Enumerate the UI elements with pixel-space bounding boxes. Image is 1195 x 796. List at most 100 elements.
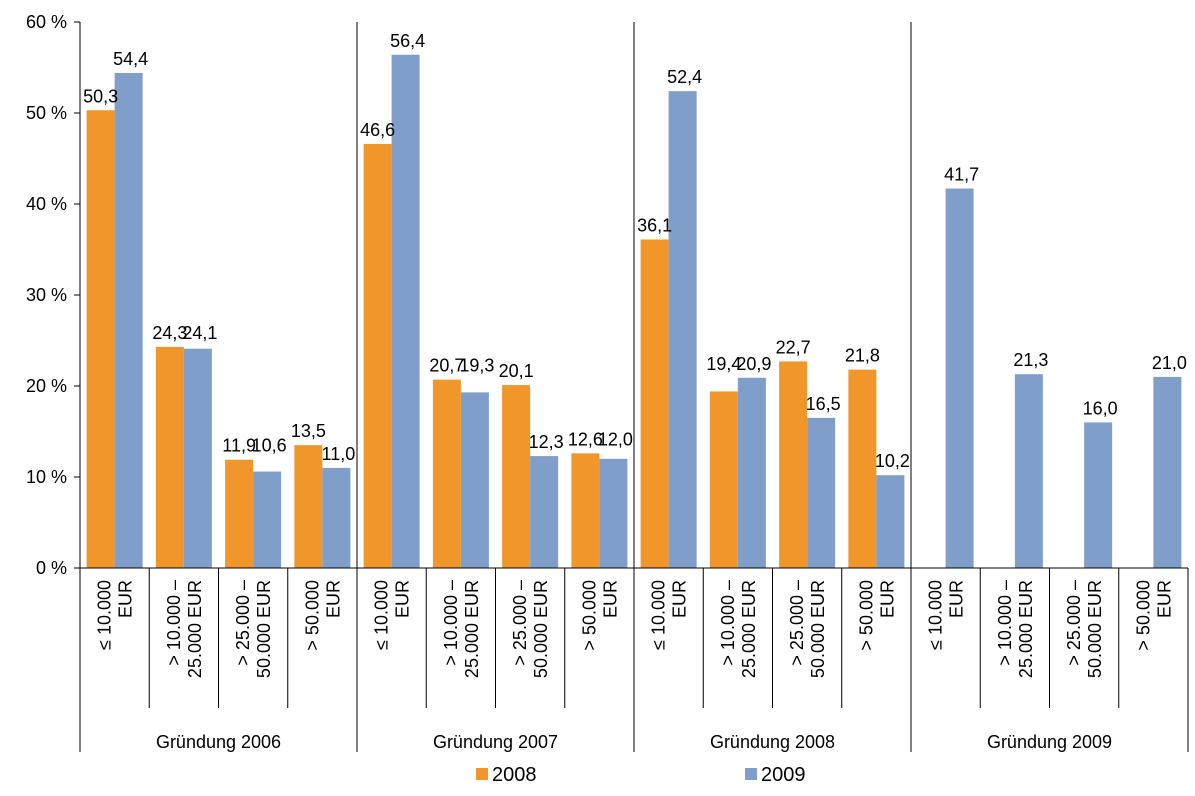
data-label-2008: 36,1 <box>637 215 672 235</box>
category-label-line: EUR <box>877 580 897 618</box>
bar-2009 <box>668 91 697 568</box>
category-label-line: 50.000 EUR <box>808 580 828 678</box>
category-label-line: 25.000 EUR <box>185 580 205 678</box>
category-label-line: > 50.000 <box>1133 580 1153 651</box>
category-label-line: EUR <box>670 580 690 618</box>
data-label-2009: 21,3 <box>1013 350 1048 370</box>
data-label-2009: 10,2 <box>875 451 910 471</box>
data-label-2008: 50,3 <box>83 86 118 106</box>
bar-2008 <box>571 453 600 568</box>
bar-2008 <box>294 445 323 568</box>
data-label-2009: 12,0 <box>598 429 633 449</box>
data-label-2009: 52,4 <box>667 67 702 87</box>
bar-2009 <box>1084 422 1113 568</box>
data-label-2009: 10,6 <box>252 436 287 456</box>
bars <box>86 54 1182 569</box>
data-label-2008: 20,7 <box>429 356 464 376</box>
category-label: ≤ 10.000EUR <box>649 580 690 650</box>
category-label-line: 50.000 EUR <box>1085 580 1105 678</box>
category-label-line: EUR <box>323 580 343 618</box>
category-label-line: ≤ 10.000 <box>926 580 946 650</box>
bar-2009 <box>183 348 212 568</box>
legend: 2008 2009 <box>476 764 806 786</box>
category-label-line: > 25.000 – <box>510 580 530 666</box>
category-label: > 10.000 –25.000 EUR <box>441 580 482 678</box>
bar-2008 <box>502 385 531 568</box>
category-label: > 25.000 –50.000 EUR <box>510 580 551 678</box>
category-label-line: 25.000 EUR <box>1016 580 1036 678</box>
category-label-line: EUR <box>1154 580 1174 618</box>
bar-2009 <box>807 417 836 568</box>
category-label-line: EUR <box>116 580 136 618</box>
bar-2009 <box>530 456 559 568</box>
category-label: ≤ 10.000EUR <box>95 580 136 650</box>
category-label: > 10.000 –25.000 EUR <box>164 580 205 678</box>
category-label-line: > 25.000 – <box>1064 580 1084 666</box>
category-label-line: 25.000 EUR <box>739 580 759 678</box>
data-label-2008: 11,9 <box>222 436 256 456</box>
data-label-2008: 20,1 <box>499 361 534 381</box>
data-label-2009: 24,1 <box>182 323 217 343</box>
bar-2008 <box>432 379 461 568</box>
category-label: ≤ 10.000EUR <box>926 580 967 650</box>
bar-2009 <box>322 467 351 568</box>
category-label-line: > 10.000 – <box>718 580 738 666</box>
data-label-2009: 19,3 <box>459 356 494 376</box>
bar-2008 <box>640 239 669 569</box>
category-label: > 50.000EUR <box>579 580 620 651</box>
y-axis: 0 % 10 % 20 % 30 % 40 % 50 % 60 % <box>26 12 81 578</box>
category-label: > 25.000 –50.000 EUR <box>1064 580 1105 678</box>
category-label-line: ≤ 10.000 <box>649 580 669 650</box>
bar-2009 <box>599 458 628 568</box>
category-label: > 50.000EUR <box>1133 580 1174 651</box>
y-tick-label: 0 % <box>36 558 67 578</box>
bar-2008 <box>848 369 877 568</box>
data-label-2009: 16,0 <box>1083 398 1118 418</box>
bar-2008 <box>155 346 184 568</box>
bar-2008 <box>225 459 254 568</box>
bar-2009 <box>945 188 974 568</box>
bar-2009 <box>114 72 143 569</box>
bar-2009 <box>391 54 420 568</box>
data-label-2008: 13,5 <box>291 421 326 441</box>
data-label-2009: 20,9 <box>736 354 771 374</box>
group-label: Gründung 2006 <box>156 732 281 752</box>
bar-2009 <box>1153 376 1182 568</box>
data-label-2008: 24,3 <box>152 323 187 343</box>
data-label-2008: 22,7 <box>776 337 811 357</box>
data-label-2009: 21,0 <box>1152 353 1187 373</box>
bar-2008 <box>363 143 392 568</box>
x-axis: ≤ 10.000EUR > 10.000 –25.000 EUR > 25.000 … <box>79 567 1189 752</box>
y-tick-label: 40 % <box>26 194 67 214</box>
category-label: > 10.000 –25.000 EUR <box>718 580 759 678</box>
category-label-line: > 50.000 <box>302 580 322 651</box>
group-label: Gründung 2009 <box>987 732 1112 752</box>
category-label: > 25.000 –50.000 EUR <box>233 580 274 678</box>
data-label-2009: 41,7 <box>944 165 979 185</box>
data-label-2008: 19,4 <box>706 354 741 374</box>
category-label-line: EUR <box>947 580 967 618</box>
data-label-2009: 54,4 <box>113 49 148 69</box>
category-label-line: EUR <box>600 580 620 618</box>
legend-swatch-2009 <box>745 768 757 780</box>
legend-swatch-2008 <box>476 768 488 780</box>
y-tick-label: 10 % <box>26 467 67 487</box>
bar-2008 <box>709 391 738 568</box>
data-label-2008: 46,6 <box>360 120 395 140</box>
group-label: Gründung 2007 <box>433 732 558 752</box>
bar-2009 <box>1014 374 1043 568</box>
category-label: > 25.000 –50.000 EUR <box>787 580 828 678</box>
category-label-line: > 25.000 – <box>787 580 807 666</box>
bar-2009 <box>253 471 282 568</box>
y-tick-label: 20 % <box>26 376 67 396</box>
category-label-line: 25.000 EUR <box>462 580 482 678</box>
category-label: ≤ 10.000EUR <box>372 580 413 650</box>
data-label-2009: 11,0 <box>322 444 356 464</box>
data-label-2009: 56,4 <box>390 31 425 51</box>
y-tick-label: 30 % <box>26 285 67 305</box>
y-tick-label: 50 % <box>26 103 67 123</box>
bar-2009 <box>737 377 766 568</box>
category-label-line: EUR <box>393 580 413 618</box>
category-label-line: > 10.000 – <box>441 580 461 666</box>
